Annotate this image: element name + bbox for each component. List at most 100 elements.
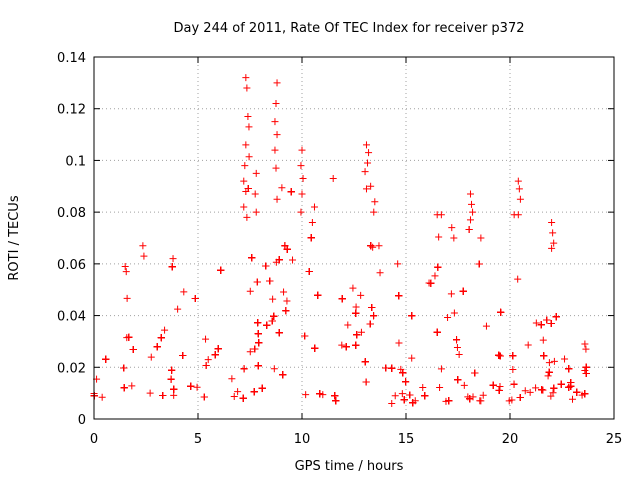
data-point bbox=[582, 370, 590, 378]
data-point bbox=[352, 341, 360, 349]
data-point bbox=[408, 312, 416, 320]
data-point bbox=[538, 386, 546, 394]
x-tick-label: 10 bbox=[294, 432, 311, 447]
chart-title: Day 244 of 2011, Rate Of TEC Index for r… bbox=[174, 21, 525, 36]
data-point bbox=[344, 321, 352, 329]
data-point bbox=[140, 252, 148, 260]
data-point bbox=[460, 381, 468, 389]
data-point bbox=[157, 334, 165, 342]
data-point bbox=[366, 320, 374, 328]
data-point bbox=[459, 287, 467, 295]
data-point bbox=[263, 321, 271, 329]
data-point bbox=[514, 177, 522, 185]
data-point bbox=[375, 242, 383, 250]
data-point bbox=[273, 131, 281, 139]
data-point bbox=[299, 175, 307, 183]
data-point bbox=[281, 242, 289, 250]
data-point bbox=[471, 369, 479, 377]
data-point bbox=[191, 295, 199, 303]
data-point bbox=[251, 190, 259, 198]
data-point bbox=[398, 390, 406, 398]
data-points bbox=[90, 74, 590, 407]
x-tick-label: 0 bbox=[90, 432, 98, 447]
data-point bbox=[289, 256, 297, 264]
axis-ticks: 0 5 10 15 20 25 0 0.02 0.04 0.06 0.08 0.1 0.12 0.14 bbox=[57, 51, 622, 447]
data-point bbox=[569, 395, 577, 403]
data-point bbox=[399, 369, 407, 377]
data-point bbox=[283, 245, 291, 253]
data-point bbox=[408, 354, 416, 362]
data-point bbox=[254, 330, 262, 338]
data-point bbox=[146, 389, 154, 397]
data-point bbox=[582, 345, 590, 353]
data-point bbox=[242, 74, 250, 82]
data-point bbox=[495, 386, 503, 394]
data-point bbox=[349, 284, 357, 292]
data-point bbox=[243, 84, 251, 92]
data-point bbox=[540, 352, 548, 360]
data-point bbox=[129, 346, 137, 354]
data-point bbox=[168, 263, 176, 271]
data-point bbox=[242, 141, 250, 149]
data-point bbox=[275, 329, 283, 337]
data-point bbox=[314, 291, 322, 299]
data-point bbox=[357, 291, 365, 299]
data-point bbox=[505, 397, 513, 405]
data-point bbox=[278, 184, 286, 192]
x-axis-label: GPS time / hours bbox=[295, 459, 404, 474]
x-tick-label: 5 bbox=[194, 432, 202, 447]
data-point bbox=[147, 353, 155, 361]
data-point bbox=[543, 316, 551, 324]
data-point bbox=[544, 372, 552, 380]
data-point bbox=[271, 146, 279, 154]
data-point bbox=[362, 378, 370, 386]
data-point bbox=[244, 112, 252, 120]
data-point bbox=[521, 387, 529, 395]
data-point bbox=[444, 314, 452, 322]
data-point bbox=[262, 262, 270, 270]
data-point bbox=[174, 305, 182, 313]
data-point bbox=[353, 331, 361, 339]
data-point bbox=[548, 244, 556, 252]
data-point bbox=[308, 218, 316, 226]
x-tick-label: 20 bbox=[502, 432, 519, 447]
grid-lines bbox=[94, 57, 614, 419]
data-point bbox=[102, 355, 110, 363]
data-point bbox=[548, 218, 556, 226]
data-point bbox=[453, 336, 461, 344]
data-point bbox=[397, 365, 405, 373]
data-point bbox=[402, 378, 410, 386]
data-point bbox=[427, 279, 435, 287]
data-point bbox=[539, 336, 547, 344]
data-point bbox=[270, 365, 278, 373]
data-point bbox=[547, 319, 555, 327]
data-point bbox=[370, 208, 378, 216]
data-point bbox=[272, 164, 280, 172]
data-point bbox=[120, 384, 128, 392]
data-point bbox=[329, 175, 337, 183]
data-point bbox=[550, 384, 558, 392]
data-point bbox=[365, 149, 373, 157]
data-point bbox=[273, 195, 281, 203]
data-point bbox=[573, 388, 581, 396]
data-point bbox=[242, 187, 250, 195]
data-point bbox=[565, 383, 573, 391]
data-point bbox=[98, 393, 106, 401]
data-point bbox=[228, 375, 236, 383]
data-point bbox=[342, 343, 350, 351]
data-point bbox=[545, 368, 553, 376]
data-point bbox=[394, 260, 402, 268]
data-point bbox=[193, 383, 201, 391]
data-point bbox=[202, 361, 210, 369]
data-point bbox=[187, 382, 195, 390]
data-point bbox=[271, 118, 279, 126]
data-point bbox=[510, 380, 518, 388]
data-point bbox=[169, 255, 177, 263]
data-point bbox=[382, 364, 390, 372]
data-point bbox=[368, 304, 376, 312]
data-point bbox=[125, 333, 133, 341]
data-point bbox=[532, 319, 540, 327]
data-point bbox=[450, 309, 458, 317]
data-point bbox=[202, 335, 210, 343]
